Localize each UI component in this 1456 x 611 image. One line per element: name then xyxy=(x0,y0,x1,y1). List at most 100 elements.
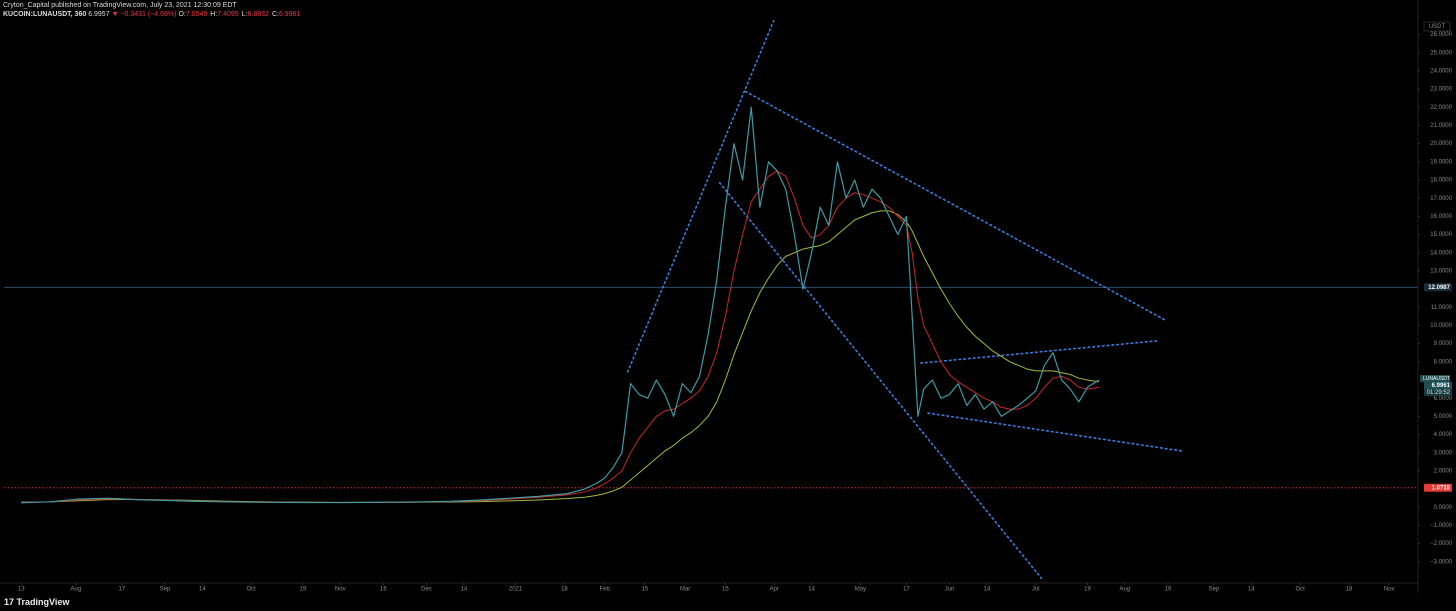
x-tick-label: 16 xyxy=(380,587,387,593)
author-line: Cryton_Capital published on TradingView.… xyxy=(3,2,237,9)
ohlc-label: H: xyxy=(210,11,218,18)
x-tick-label: Jul xyxy=(1032,587,1040,593)
y-tick-label: 11.0000 xyxy=(1431,305,1453,311)
price-badge-label: 12.0987 xyxy=(1428,285,1450,291)
y-tick-label: 19.0000 xyxy=(1430,159,1452,165)
currency: USDT xyxy=(1429,24,1446,30)
x-tick-label: Feb xyxy=(599,587,610,593)
ohlc-label: L: xyxy=(241,11,248,18)
x-tick-label: 18 xyxy=(561,587,568,593)
y-tick-label: 15.0000 xyxy=(1430,232,1452,238)
y-tick-label: 25.0000 xyxy=(1430,50,1452,56)
y-tick-label: 8.0000 xyxy=(1434,359,1453,365)
last-price: 6.9961 xyxy=(1432,383,1451,389)
x-tick-label: Aug xyxy=(1120,587,1131,593)
series-line xyxy=(21,210,1100,503)
y-tick-label: 17.0000 xyxy=(1430,196,1452,202)
last-symbol: LUNAUSDT xyxy=(1423,376,1450,382)
x-tick-label: Oct xyxy=(246,587,256,593)
y-tick-label: 21.0000 xyxy=(1430,123,1452,129)
ohlc-label: C: xyxy=(271,11,279,18)
x-tick-label: 17 xyxy=(118,587,125,593)
ohlc-value: 7.4095 xyxy=(217,11,239,18)
trendline xyxy=(718,181,1043,580)
x-tick-label: 19 xyxy=(1084,587,1091,593)
symbol: KUCOIN:LUNAUSDT, 360 xyxy=(3,11,87,18)
ohlc-value: 6.8832 xyxy=(247,11,269,18)
ohlc-label: O: xyxy=(178,11,186,18)
x-tick-label: Nov xyxy=(1384,587,1395,593)
trendline xyxy=(626,20,775,373)
x-tick-label: 16 xyxy=(1165,587,1172,593)
ohlc-value: 7.0549 xyxy=(185,11,208,18)
y-tick-label: 13.0000 xyxy=(1430,268,1452,274)
ohlc-value: 6.9961 xyxy=(278,11,301,18)
x-tick-label: 15 xyxy=(722,587,729,593)
x-tick-label: 13 xyxy=(18,587,25,593)
trendline xyxy=(744,90,1166,321)
y-tick-label: 2.0000 xyxy=(1434,468,1453,474)
x-tick-label: 17 xyxy=(903,587,910,593)
y-tick-label: 6.0000 xyxy=(1434,396,1453,402)
currency-box xyxy=(1423,21,1451,32)
trendline xyxy=(927,412,1184,452)
y-tick-label: −1.0000 xyxy=(1430,523,1453,529)
x-tick-label: Nov xyxy=(335,587,346,593)
x-tick-label: Dec xyxy=(421,587,432,593)
x-tick-label: 18 xyxy=(1346,587,1353,593)
y-tick-label: 20.0000 xyxy=(1430,141,1452,147)
series-line xyxy=(21,106,1100,504)
x-tick-label: Aug xyxy=(71,587,82,593)
x-tick-label: 14 xyxy=(460,587,467,593)
x-tick-label: 19 xyxy=(300,587,307,593)
price-badge-label: 1.0715 xyxy=(1432,485,1451,491)
x-tick-label: Jun xyxy=(945,587,955,593)
y-tick-label: 22.0000 xyxy=(1430,105,1452,111)
y-tick-label: 5.0000 xyxy=(1434,414,1453,420)
footer: 17 TradingView xyxy=(4,597,69,607)
x-tick-label: 14 xyxy=(984,587,991,593)
last-price-badge xyxy=(1424,382,1452,390)
y-tick-label: 9.0000 xyxy=(1434,341,1453,347)
series-line xyxy=(21,170,1100,504)
x-tick-label: 15 xyxy=(642,587,649,593)
x-tick-label: 14 xyxy=(1248,587,1255,593)
price: 6.9957 xyxy=(88,11,110,18)
y-tick-label: 18.0000 xyxy=(1430,178,1452,184)
logo: 17 xyxy=(4,597,15,607)
y-tick-label: 4.0000 xyxy=(1434,432,1453,438)
header: Cryton_Capital published on TradingView.… xyxy=(3,1,303,19)
y-tick-label: 0.0000 xyxy=(1434,505,1453,511)
y-tick-label: 16.0000 xyxy=(1430,214,1452,220)
x-tick-label: 2021 xyxy=(509,587,523,593)
x-tick-label: 14 xyxy=(199,587,206,593)
y-tick-label: −2.0000 xyxy=(1430,541,1453,547)
y-tick-label: −3.0000 xyxy=(1430,559,1453,565)
price-badge xyxy=(1424,483,1452,492)
quote-line: KUCOIN:LUNAUSDT, 360 6.9957 ▼ −0.3431 (−… xyxy=(3,10,303,19)
y-tick-label: 24.0000 xyxy=(1430,68,1452,74)
chart: USDT 26.0000 25.0000 24.0000 23.0000 22.0000… xyxy=(0,0,1453,593)
countdown: 01:29:52 xyxy=(1427,390,1451,396)
x-tick-label: Sep xyxy=(160,587,171,593)
price-badge xyxy=(1424,283,1452,292)
x-tick-label: Oct xyxy=(1295,587,1305,593)
x-tick-label: Mar xyxy=(680,587,690,593)
x-tick-label: May xyxy=(855,587,866,593)
x-tick-label: 14 xyxy=(808,587,815,593)
plot-area xyxy=(4,20,1418,580)
ohlc: O:7.0549 H:7.4095 L:6.8832 C:6.9961 xyxy=(178,11,303,18)
y-tick-label: 23.0000 xyxy=(1430,87,1452,93)
countdown-badge xyxy=(1424,389,1452,397)
x-tick-label: Apr xyxy=(770,587,779,593)
y-tick-label: 10.0000 xyxy=(1430,323,1452,329)
last-symbol-badge xyxy=(1420,375,1450,383)
change: ▼ −0.3431 (−4.68%) xyxy=(111,11,177,18)
y-tick-label: 3.0000 xyxy=(1434,450,1453,456)
trendline xyxy=(920,340,1158,364)
brand: TradingView xyxy=(16,597,70,607)
y-tick-label: 14.0000 xyxy=(1430,250,1452,256)
y-tick-label: 26.0000 xyxy=(1430,32,1452,38)
x-tick-label: Sep xyxy=(1209,587,1220,593)
